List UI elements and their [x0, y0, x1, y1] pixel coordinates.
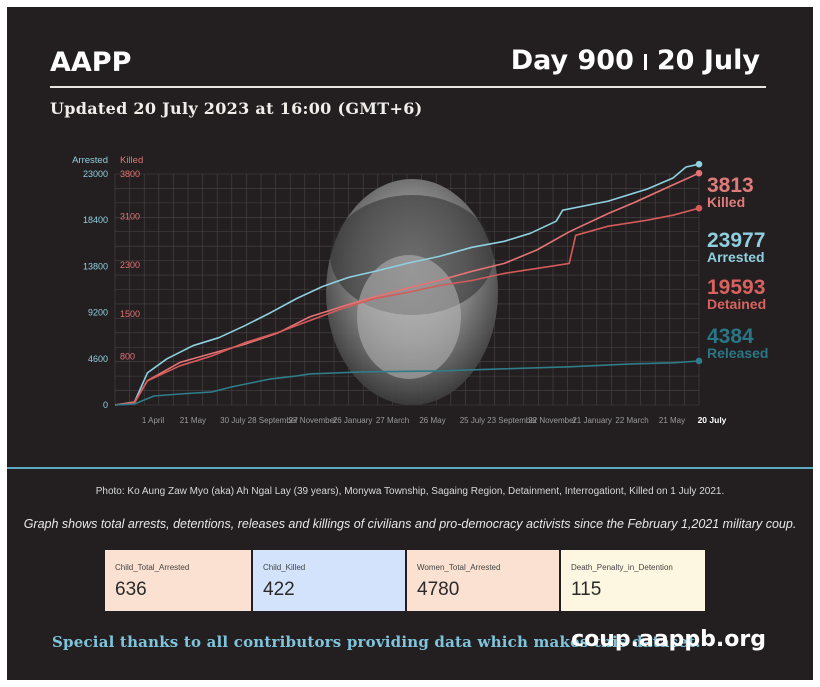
- portrait-face: [357, 255, 461, 379]
- end-value-detained: 19593: [707, 276, 765, 299]
- stat-card-child-arrested: Child_Total_Arrested 636: [105, 550, 253, 611]
- end-value-arrested: 23977: [707, 229, 765, 252]
- x-axis-tick: 28 September: [248, 416, 299, 425]
- series-line-killed: [114, 172, 700, 406]
- x-axis-tick: 30 July: [220, 416, 245, 425]
- series-line-detained: [114, 207, 700, 406]
- series-line-arrested: [114, 163, 700, 406]
- day-separator: [643, 53, 647, 70]
- x-axis-tick: 26 May: [419, 416, 445, 425]
- right-axis-tick: 1500: [120, 309, 140, 319]
- stat-card-death-penalty: Death_Penalty_in_Detention 115: [561, 550, 705, 611]
- x-axis-tick: 23 September: [487, 416, 538, 425]
- org-title: AAPP: [50, 47, 132, 78]
- stat-value: 4780: [417, 579, 460, 600]
- stats-row: Child_Total_Arrested 636 Child_Killed 42…: [105, 550, 705, 611]
- day-date: 20 July: [656, 45, 760, 76]
- graph-description: Graph shows total arrests, detentions, r…: [23, 517, 797, 531]
- x-axis-tick: 27 March: [376, 416, 409, 425]
- section-divider: [7, 467, 813, 469]
- stat-label: Death_Penalty_in_Detention: [571, 563, 673, 572]
- left-axis-tick: 9200: [88, 308, 108, 318]
- left-axis-tick: 23000: [83, 169, 108, 179]
- stat-value: 115: [571, 579, 602, 600]
- x-axis-tick: 1 April: [142, 416, 164, 425]
- day-number: Day 900: [510, 45, 634, 76]
- infographic-card: AAPP Day 900 20 July Updated 20 July 202…: [7, 7, 813, 680]
- left-axis-tick: 0: [103, 400, 108, 410]
- stat-value: 636: [115, 579, 147, 600]
- updated-timestamp: Updated 20 July 2023 at 16:00 (GMT+6): [50, 99, 423, 118]
- x-axis-tick: 26 January: [333, 416, 373, 425]
- series-endpoint-released: [695, 357, 703, 365]
- series-endpoint-arrested: [695, 160, 703, 168]
- casualty-line-chart: Arrested Killed 0 4600 9200 13800 18400 23000 80…: [72, 155, 768, 425]
- x-axis-tick: 22 November: [528, 416, 576, 425]
- series-endpoint-killed: [695, 169, 703, 177]
- right-axis-tick: 3800: [120, 169, 140, 179]
- left-axis-tick: 4600: [88, 354, 108, 364]
- x-axis-tick: 21 May: [180, 416, 206, 425]
- stat-card-child-killed: Child_Killed 422: [253, 550, 407, 611]
- header-divider: [50, 86, 766, 88]
- right-axis-tick: 2300: [120, 260, 140, 270]
- x-axis-tick: 21 January: [572, 416, 612, 425]
- end-label-detained: Detained: [707, 296, 766, 312]
- stat-card-women-arrested: Women_Total_Arrested 4780: [407, 550, 561, 611]
- x-axis-tick: 27 November: [289, 416, 337, 425]
- end-label-released: Released: [707, 345, 768, 361]
- stat-label: Child_Total_Arrested: [115, 563, 190, 572]
- right-axis-title: Killed: [120, 155, 143, 166]
- stat-value: 422: [263, 579, 295, 600]
- end-label-killed: Killed: [707, 194, 745, 210]
- photo-credit: Photo: Ko Aung Zaw Myo (aka) Ah Ngal Lay…: [95, 486, 725, 497]
- website-link[interactable]: coup.aappb.org: [571, 627, 766, 652]
- thanks-note: Special thanks to all contributors provi…: [52, 633, 701, 651]
- series-endpoint-detained: [695, 204, 703, 212]
- right-axis-tick: 3100: [120, 212, 140, 222]
- stat-label: Child_Killed: [263, 563, 306, 572]
- series-line-released: [114, 360, 700, 406]
- stat-label: Women_Total_Arrested: [417, 563, 501, 572]
- left-axis-tick: 13800: [83, 261, 108, 271]
- left-axis-tick: 18400: [83, 215, 108, 225]
- x-axis-tick: 22 March: [615, 416, 648, 425]
- end-label-arrested: Arrested: [707, 249, 765, 265]
- left-axis-title: Arrested: [72, 155, 108, 166]
- day-counter: Day 900 20 July: [511, 45, 760, 76]
- x-axis-tick: 21 May: [659, 416, 685, 425]
- end-value-killed: 3813: [707, 174, 754, 197]
- x-axis-tick: 20 July: [698, 415, 727, 425]
- end-value-released: 4384: [707, 325, 754, 348]
- right-axis-tick: 800: [120, 351, 135, 361]
- x-axis-tick: 25 July: [460, 416, 485, 425]
